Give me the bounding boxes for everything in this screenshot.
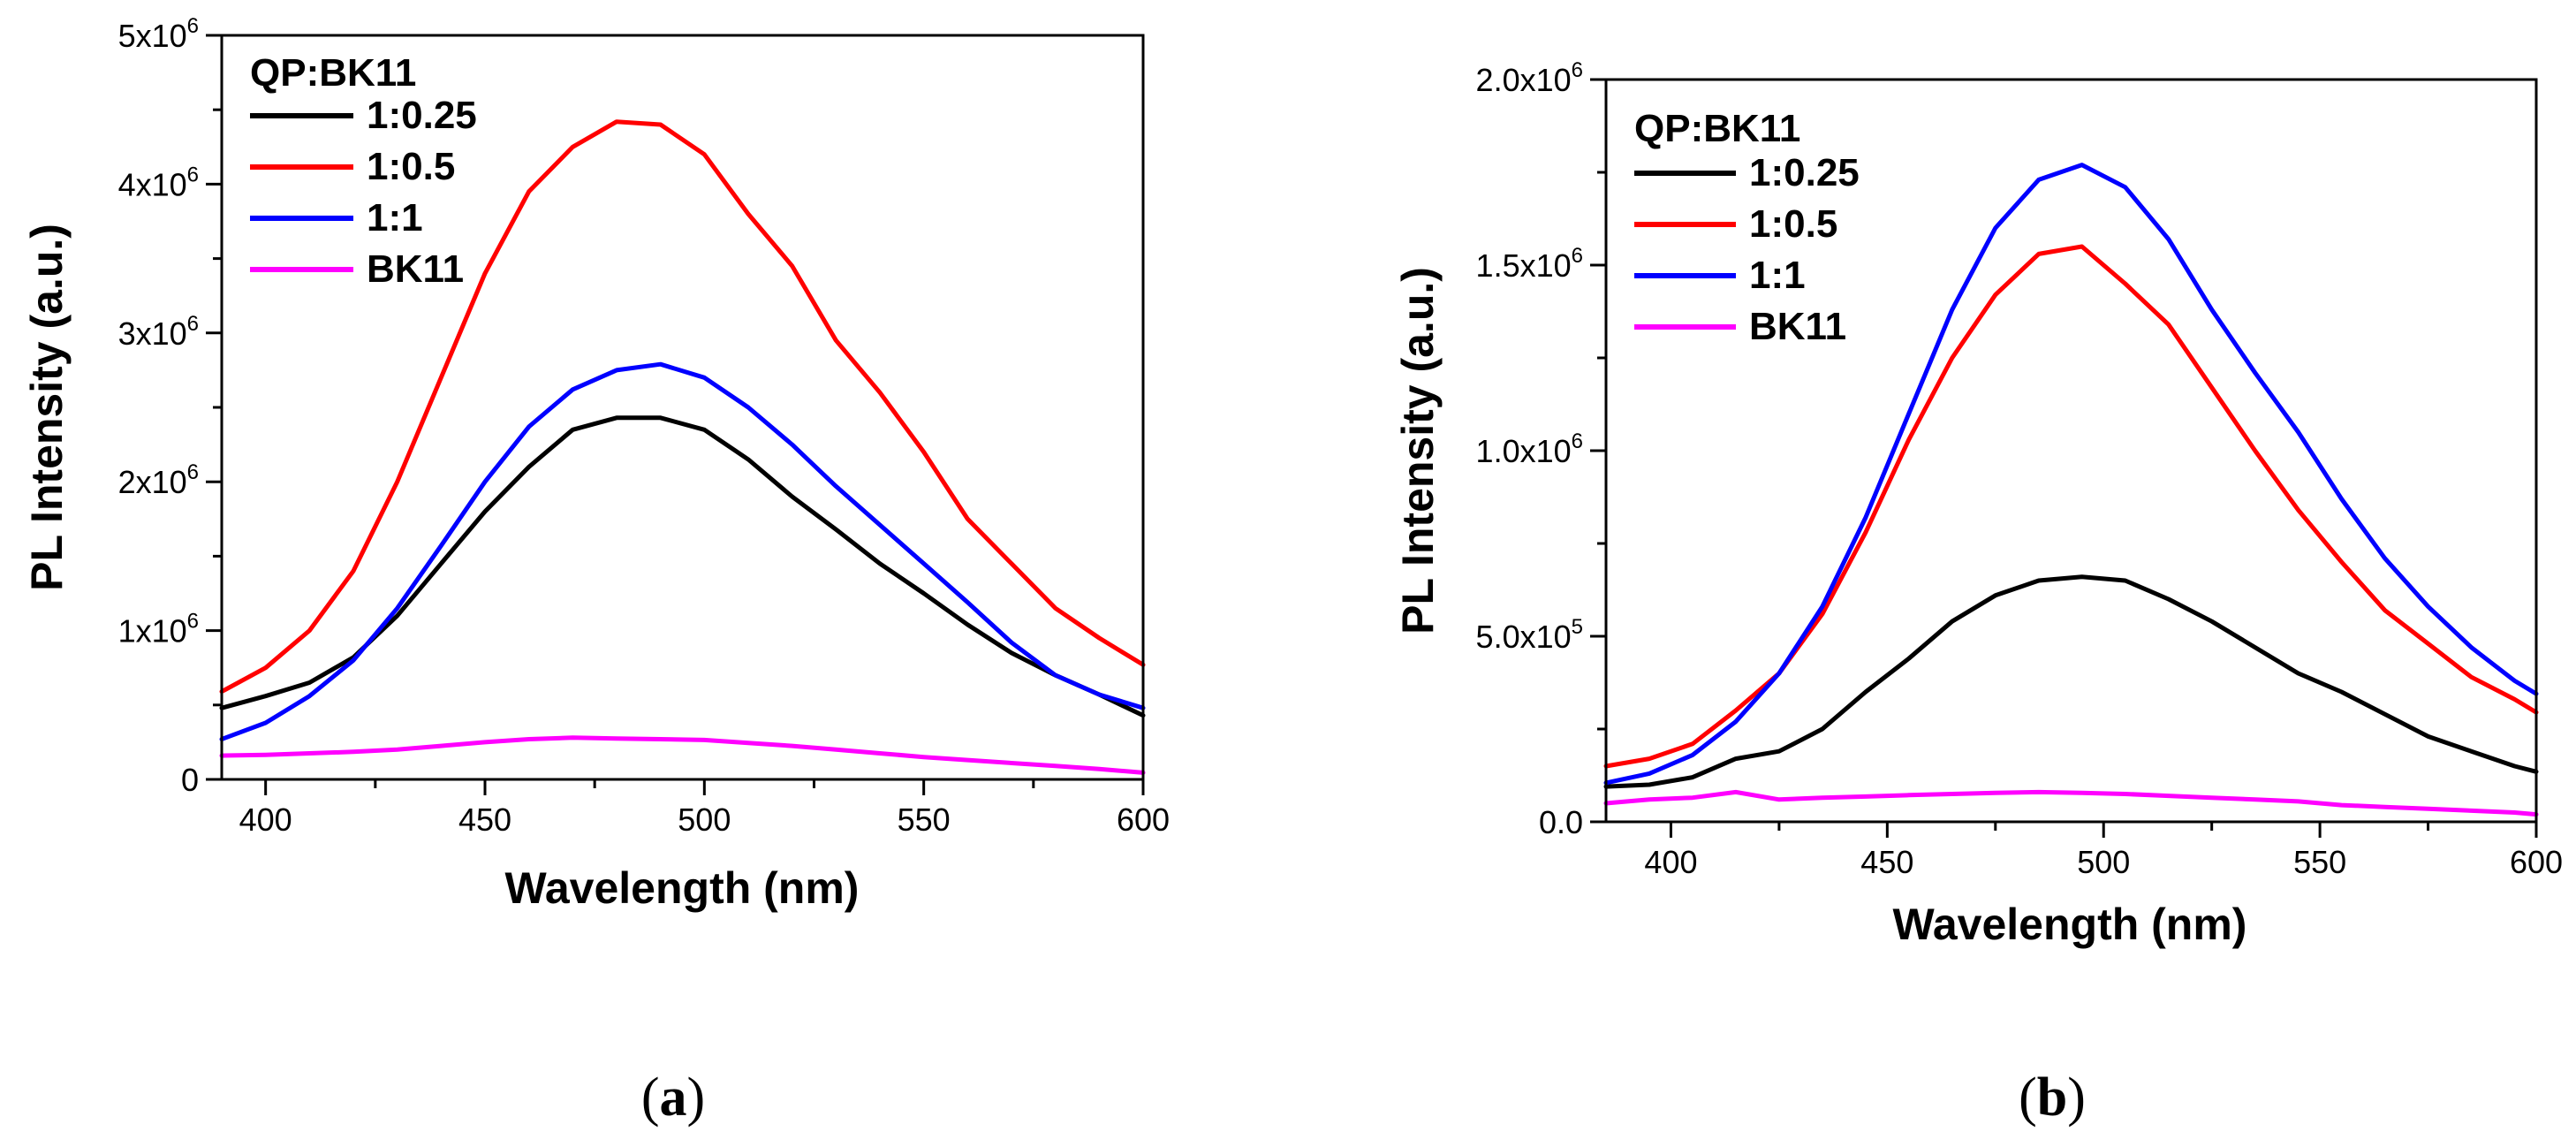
panel-caption-letter-a: a xyxy=(660,1067,687,1128)
y-tick-label-1-b: 5.0x105 xyxy=(1476,615,1583,655)
y-tick-label-3-a: 3x106 xyxy=(118,312,199,352)
y-tick-label-4-a: 4x106 xyxy=(118,163,199,202)
x-tick-label-450-a: 450 xyxy=(458,801,511,838)
y-tick-label-5-a: 5x106 xyxy=(118,14,199,54)
x-tick-label-450-b: 450 xyxy=(1860,844,1913,880)
legend-label-1-1-a: 1:1 xyxy=(367,196,423,239)
chart-panel-b: 400 450 500 550 600 0.0 5.0x105 1.0x106 1.5x106 2… xyxy=(1393,58,2563,1128)
x-tick-label-600-b: 600 xyxy=(2510,844,2563,880)
series-line-bk11-b xyxy=(1603,789,2539,817)
legend-label-1-0-25-a: 1:0.25 xyxy=(367,94,477,137)
x-tick-label-500-b: 500 xyxy=(2077,844,2130,880)
y-tick-label-0-a: 0 xyxy=(181,762,199,798)
legend-b: QP:BK11 1:0.25 1:0.5 1:1 BK11 xyxy=(1634,107,1860,348)
y-tick-label-3-b: 1.5x106 xyxy=(1476,244,1583,284)
y-axis-title-b: PL Intensity (a.u.) xyxy=(1393,267,1443,634)
panel-caption-b: (b) xyxy=(2019,1067,2086,1128)
y-axis-title-a: PL Intensity (a.u.) xyxy=(22,224,72,591)
ticks-layer-a: 400 450 500 550 600 0 1x106 2x106 3x106 4x106 5x10… xyxy=(118,14,1170,838)
x-tick-label-500-a: 500 xyxy=(678,801,731,838)
x-tick-label-550-a: 550 xyxy=(898,801,951,838)
y-tick-label-0-b: 0.0 xyxy=(1539,804,1583,840)
series-line-1-1-a xyxy=(219,361,1146,741)
x-axis-title-b: Wavelength (nm) xyxy=(1893,900,2247,949)
chart-panel-a: 400 450 500 550 600 0 1x106 2x106 3x106 4x106 5x10… xyxy=(22,14,1170,1128)
y-tick-label-1-a: 1x106 xyxy=(118,610,199,649)
y-tick-label-2-b: 1.0x106 xyxy=(1476,429,1583,469)
series-layer-a xyxy=(219,119,1146,775)
legend-label-1-0-5-a: 1:0.5 xyxy=(367,145,455,188)
x-tick-label-400-b: 400 xyxy=(1644,844,1697,880)
series-layer-b xyxy=(1603,163,2539,817)
legend-title-b: QP:BK11 xyxy=(1634,107,1800,150)
legend-label-1-0-25-b: 1:0.25 xyxy=(1749,151,1860,194)
series-line-1-0-5-a xyxy=(219,119,1146,695)
x-tick-label-600-a: 600 xyxy=(1117,801,1170,838)
legend-title-a: QP:BK11 xyxy=(250,51,416,95)
legend-label-bk11-b: BK11 xyxy=(1749,305,1846,348)
legend-label-1-0-5-b: 1:0.5 xyxy=(1749,202,1837,246)
y-tick-label-4-b: 2.0x106 xyxy=(1476,58,1583,98)
series-line-1-1-b xyxy=(1603,163,2539,786)
y-tick-label-2-a: 2x106 xyxy=(118,460,199,500)
panel-caption-a: (a) xyxy=(641,1067,705,1128)
x-tick-label-550-b: 550 xyxy=(2293,844,2346,880)
legend-label-1-1-b: 1:1 xyxy=(1749,254,1806,297)
ticks-layer-b: 400 450 500 550 600 0.0 5.0x105 1.0x106 1.5x106 2… xyxy=(1476,58,2563,880)
legend-items-a: 1:0.25 1:0.5 1:1 BK11 xyxy=(250,94,477,291)
legend-label-bk11-a: BK11 xyxy=(367,247,464,291)
x-axis-title-a: Wavelength (nm) xyxy=(505,863,860,913)
series-line-bk11-a xyxy=(219,735,1146,775)
series-line-1-0-5-b xyxy=(1603,244,2539,769)
x-tick-label-400-a: 400 xyxy=(239,801,292,838)
legend-items-b: 1:0.25 1:0.5 1:1 BK11 xyxy=(1634,151,1860,348)
series-line-1-0-25-b xyxy=(1603,574,2539,789)
panel-caption-letter-b: b xyxy=(2037,1067,2067,1128)
legend-a: QP:BK11 1:0.25 1:0.5 1:1 BK11 xyxy=(250,51,477,291)
